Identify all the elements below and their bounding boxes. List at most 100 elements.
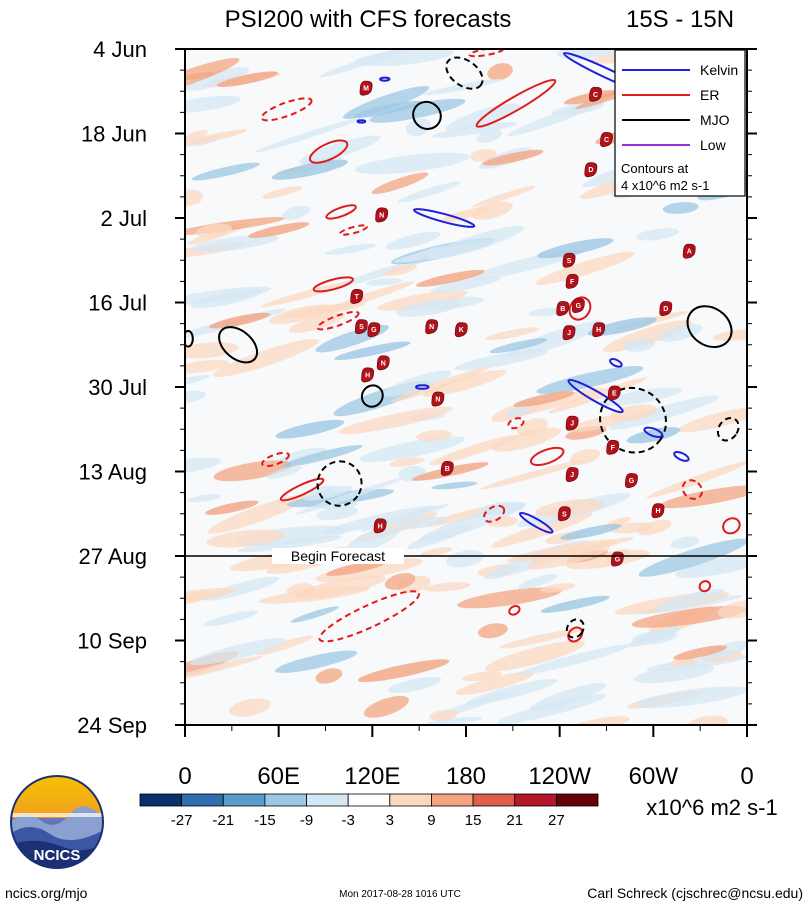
hurricane-icon xyxy=(682,243,696,259)
storm-marker-12: S xyxy=(354,319,368,335)
anomaly-streak xyxy=(507,404,532,418)
storm-marker-0: M xyxy=(359,80,373,96)
anomaly-streak xyxy=(424,78,503,96)
storm-letter: T xyxy=(355,294,360,301)
anomaly-streak xyxy=(638,538,747,577)
anomaly-streak xyxy=(623,338,656,352)
anomaly-blob-pos xyxy=(326,560,388,576)
anomaly-blob-neg xyxy=(334,341,411,361)
colorbar-units: x10^6 m2 s-1 xyxy=(646,795,777,820)
contour-kelvin-34 xyxy=(643,426,664,438)
anomaly-streak xyxy=(507,321,605,358)
contour-er-8 xyxy=(529,446,565,466)
contour-mjo-28 xyxy=(716,416,740,442)
anomaly-streak xyxy=(536,366,644,394)
storm-letter: C xyxy=(604,137,609,144)
anomaly-streak xyxy=(207,494,310,534)
storm-marker-4: N xyxy=(375,207,389,223)
anomaly-streak xyxy=(290,606,339,623)
legend: Kelvin ER MJO Low Contours at 4 x10^6 m2 s-… xyxy=(614,49,746,197)
hurricane-icon xyxy=(454,322,468,338)
contour-er-9 xyxy=(507,417,525,430)
contour-mjo-29 xyxy=(565,618,585,639)
anomaly-streak xyxy=(281,444,363,468)
anomaly-streak xyxy=(608,395,720,430)
anomaly-blob-neg xyxy=(271,159,349,180)
hurricane-icon xyxy=(376,355,390,371)
anomaly-streak xyxy=(430,276,501,293)
x-tick-label: 0 xyxy=(740,763,753,790)
y-tick-label: 30 Jul xyxy=(88,375,147,400)
colorbar-bin xyxy=(222,793,266,807)
storm-letter: N xyxy=(379,212,384,219)
storm-letter: N xyxy=(381,360,386,367)
anomaly-streak xyxy=(470,148,497,162)
anomaly-blob-neg xyxy=(275,419,345,439)
anomaly-streak xyxy=(396,299,462,317)
ncics-logo: NCICS xyxy=(10,775,104,869)
contour-er-11 xyxy=(279,477,325,502)
colorbar-label: -15 xyxy=(254,812,276,829)
storm-letter: M xyxy=(363,86,369,93)
colorbar-label: 9 xyxy=(427,812,435,829)
y-tick-label: 4 Jun xyxy=(93,37,147,62)
anomaly-streak xyxy=(405,118,432,137)
storm-marker-15: K xyxy=(454,322,468,338)
anomaly-streak xyxy=(185,129,248,149)
anomaly-streak xyxy=(189,638,287,666)
anomaly-streak xyxy=(419,547,453,557)
anomaly-streak xyxy=(371,172,429,195)
anomaly-streak xyxy=(282,205,311,220)
x-tick-label: 60W xyxy=(629,763,679,790)
contour-er-1 xyxy=(308,139,349,164)
hurricane-icon xyxy=(367,322,381,338)
contour-er-4 xyxy=(312,276,354,293)
anomaly-streak xyxy=(457,587,563,609)
storm-marker-14: N xyxy=(425,319,439,335)
legend-note-line2: 4 x10^6 m2 s-1 xyxy=(621,178,709,193)
hurricane-icon xyxy=(350,289,364,304)
anomaly-streak xyxy=(353,49,454,67)
anomaly-streak xyxy=(369,98,466,123)
contour-kelvin-35 xyxy=(673,450,690,462)
anomaly-streak xyxy=(461,671,503,682)
contour-mjo-23 xyxy=(445,56,484,90)
colorbar-bin xyxy=(306,793,349,807)
legend-label-er: ER xyxy=(700,87,719,103)
contour-er-15 xyxy=(318,590,420,643)
anomaly-streak xyxy=(203,610,258,627)
storm-letter: A xyxy=(687,249,692,256)
anomaly-streak xyxy=(407,523,473,550)
anomaly-streak xyxy=(659,323,703,342)
storm-letter: D xyxy=(663,306,668,313)
anomaly-streak xyxy=(391,366,490,403)
anomaly-streak xyxy=(677,406,747,433)
contour-er-3 xyxy=(339,224,369,236)
contour-er-0 xyxy=(260,97,313,122)
contour-er-13 xyxy=(681,479,703,500)
anomaly-streak xyxy=(540,583,576,593)
storm-letter: J xyxy=(570,421,574,428)
contour-mjo-21 xyxy=(185,329,194,348)
anomaly-streak xyxy=(185,359,230,374)
anomaly-streak xyxy=(190,234,279,252)
hurricane-icon xyxy=(659,301,673,316)
storm-marker-10: B xyxy=(556,301,570,316)
colorbar: -27 -21 -15 -9 -3 3 9 15 21 27 xyxy=(139,793,599,829)
anomaly-streak xyxy=(659,485,747,509)
storm-letter: E xyxy=(612,391,617,398)
storm-letter: H xyxy=(655,508,660,515)
anomaly-streak xyxy=(485,640,585,672)
legend-label-kelvin: Kelvin xyxy=(700,62,738,78)
anomaly-blob-neg xyxy=(540,595,610,613)
anomaly-blob-pos xyxy=(209,312,271,329)
storm-marker-24: B xyxy=(440,461,454,476)
colorbar-label: 21 xyxy=(506,812,523,829)
anomaly-streak xyxy=(206,529,286,548)
anomaly-streak xyxy=(347,527,399,552)
anomaly-blob-neg xyxy=(560,523,622,540)
anomaly-streak xyxy=(518,573,558,590)
anomaly-streak xyxy=(528,307,566,317)
contour-er-10 xyxy=(261,451,290,468)
storm-marker-17: H xyxy=(592,322,606,338)
